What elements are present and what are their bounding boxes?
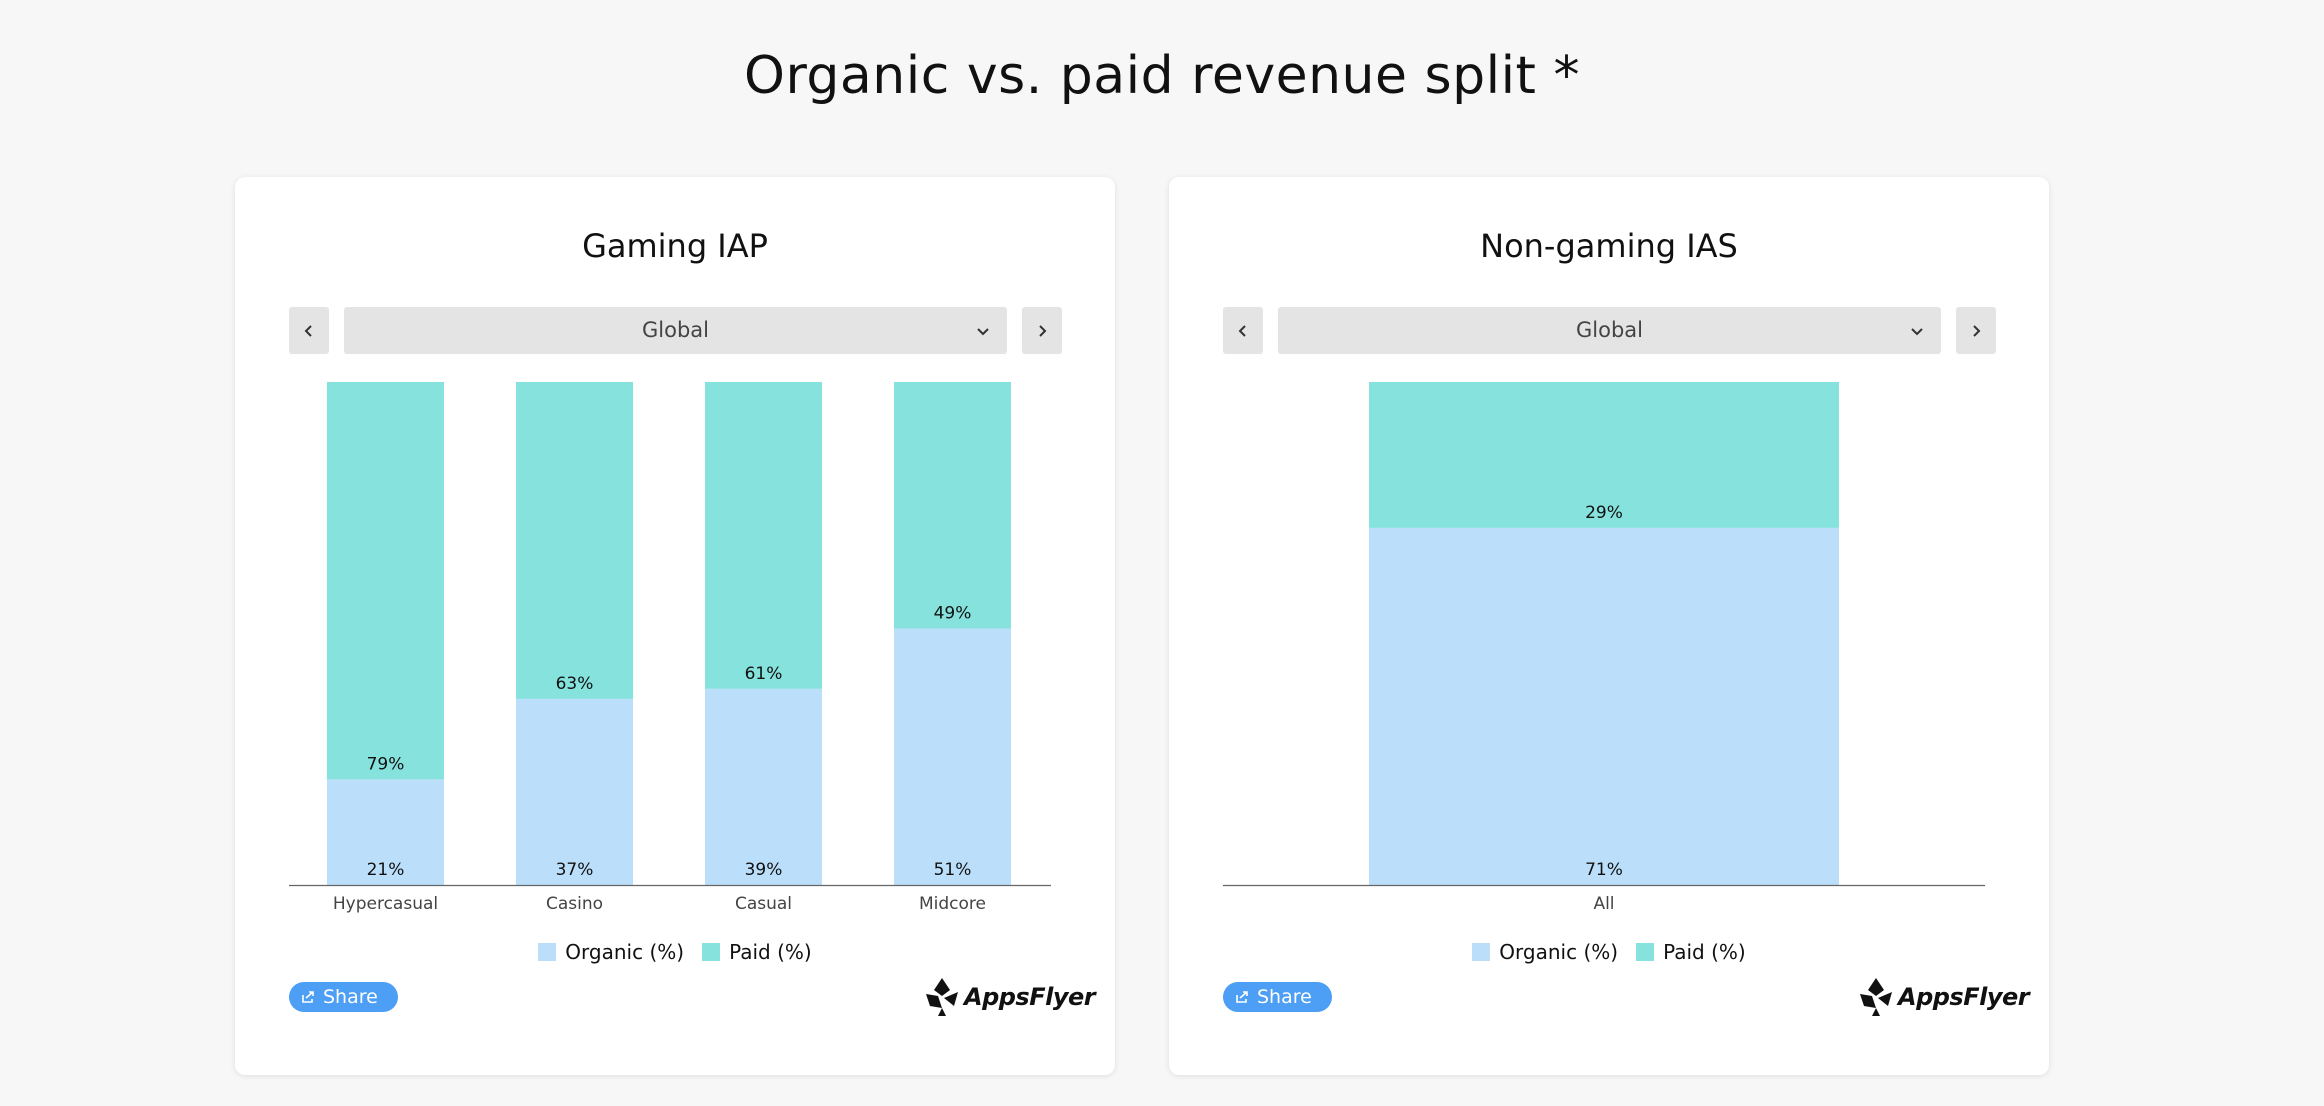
chevron-right-icon [1039, 324, 1047, 337]
share-icon [1236, 991, 1248, 1003]
legend-swatch-paid [1636, 943, 1655, 961]
legend-item-organic[interactable]: Organic (%) [1472, 940, 1618, 964]
data-label: 79% [367, 754, 405, 774]
legend-item-paid[interactable]: Paid (%) [702, 940, 812, 964]
chevron-left-icon [304, 324, 312, 337]
data-label: 63% [556, 674, 594, 694]
chart-legend: Organic (%) Paid (%) [235, 940, 1115, 964]
region-select-value: Global [1576, 318, 1643, 342]
legend-item-organic[interactable]: Organic (%) [538, 940, 684, 964]
appsflyer-logo: AppsFlyer [924, 975, 1096, 1019]
appsflyer-logo-icon [926, 978, 958, 1016]
bar-organic-hypercasual[interactable] [327, 779, 444, 885]
legend-swatch-paid [702, 943, 721, 961]
share-button[interactable]: Share [1223, 982, 1332, 1012]
chart-legend: Organic (%) Paid (%) [1169, 940, 2049, 964]
x-tick-label: All [1593, 894, 1614, 914]
appsflyer-logo: AppsFlyer [1858, 975, 2030, 1019]
stacked-bar-chart: 71% 29% All [1223, 382, 1985, 914]
previous-region-button[interactable] [1223, 307, 1263, 354]
bar-paid-casino[interactable] [516, 382, 633, 699]
bar-organic-midcore[interactable] [894, 628, 1011, 885]
x-tick-label: Casino [546, 894, 603, 914]
legend-label: Organic (%) [1499, 940, 1619, 964]
legend-swatch-organic [538, 943, 557, 961]
appsflyer-logo-icon [1860, 978, 1892, 1016]
chevron-down-icon [977, 328, 989, 336]
data-label: 29% [1585, 503, 1623, 523]
share-label: Share [323, 986, 378, 1008]
chart-title: Non-gaming IAS [1480, 227, 1738, 265]
data-label: 71% [1585, 860, 1623, 880]
data-label: 49% [934, 603, 972, 623]
chart-card-gaming-iap: Gaming IAP Global 21% 79% Hypercasual 37% 63… [235, 177, 1115, 1075]
share-label: Share [1257, 986, 1312, 1008]
data-label: 39% [745, 860, 783, 880]
chevron-left-icon [1238, 324, 1246, 337]
chevron-down-icon [1911, 328, 1923, 336]
data-label: 61% [745, 664, 783, 684]
bar-organic-casual[interactable] [705, 688, 822, 885]
share-button[interactable]: Share [289, 982, 398, 1012]
share-icon [302, 991, 314, 1003]
region-select[interactable]: Global [344, 307, 1007, 354]
next-region-button[interactable] [1956, 307, 1996, 354]
x-tick-label: Midcore [919, 894, 986, 914]
data-label: 37% [556, 860, 594, 880]
bar-paid-casual[interactable] [705, 382, 822, 689]
bar-paid-hypercasual[interactable] [327, 382, 444, 780]
region-select[interactable]: Global [1278, 307, 1941, 354]
legend-label: Paid (%) [729, 940, 812, 964]
x-tick-label: Casual [735, 894, 792, 914]
x-tick-label: Hypercasual [333, 894, 438, 914]
bar-organic-all[interactable] [1369, 527, 1839, 885]
data-label: 51% [934, 860, 972, 880]
chevron-right-icon [1973, 324, 1981, 337]
chart-title: Gaming IAP [582, 227, 768, 265]
previous-region-button[interactable] [289, 307, 329, 354]
legend-label: Organic (%) [565, 940, 685, 964]
next-region-button[interactable] [1022, 307, 1062, 354]
stacked-bar-chart: 21% 79% Hypercasual 37% 63% Casino 39% 61% Casua… [289, 382, 1051, 914]
region-select-value: Global [642, 318, 709, 342]
bar-paid-midcore[interactable] [894, 382, 1011, 629]
data-label: 21% [367, 860, 405, 880]
bar-organic-casino[interactable] [516, 698, 633, 885]
legend-swatch-organic [1472, 943, 1491, 961]
legend-item-paid[interactable]: Paid (%) [1636, 940, 1746, 964]
bar-paid-all[interactable] [1369, 382, 1839, 528]
chart-card-non-gaming-ias: Non-gaming IAS Global 71% 29% All Organic … [1169, 177, 2049, 1075]
legend-label: Paid (%) [1663, 940, 1746, 964]
page-title: Organic vs. paid revenue split * [744, 46, 1580, 106]
